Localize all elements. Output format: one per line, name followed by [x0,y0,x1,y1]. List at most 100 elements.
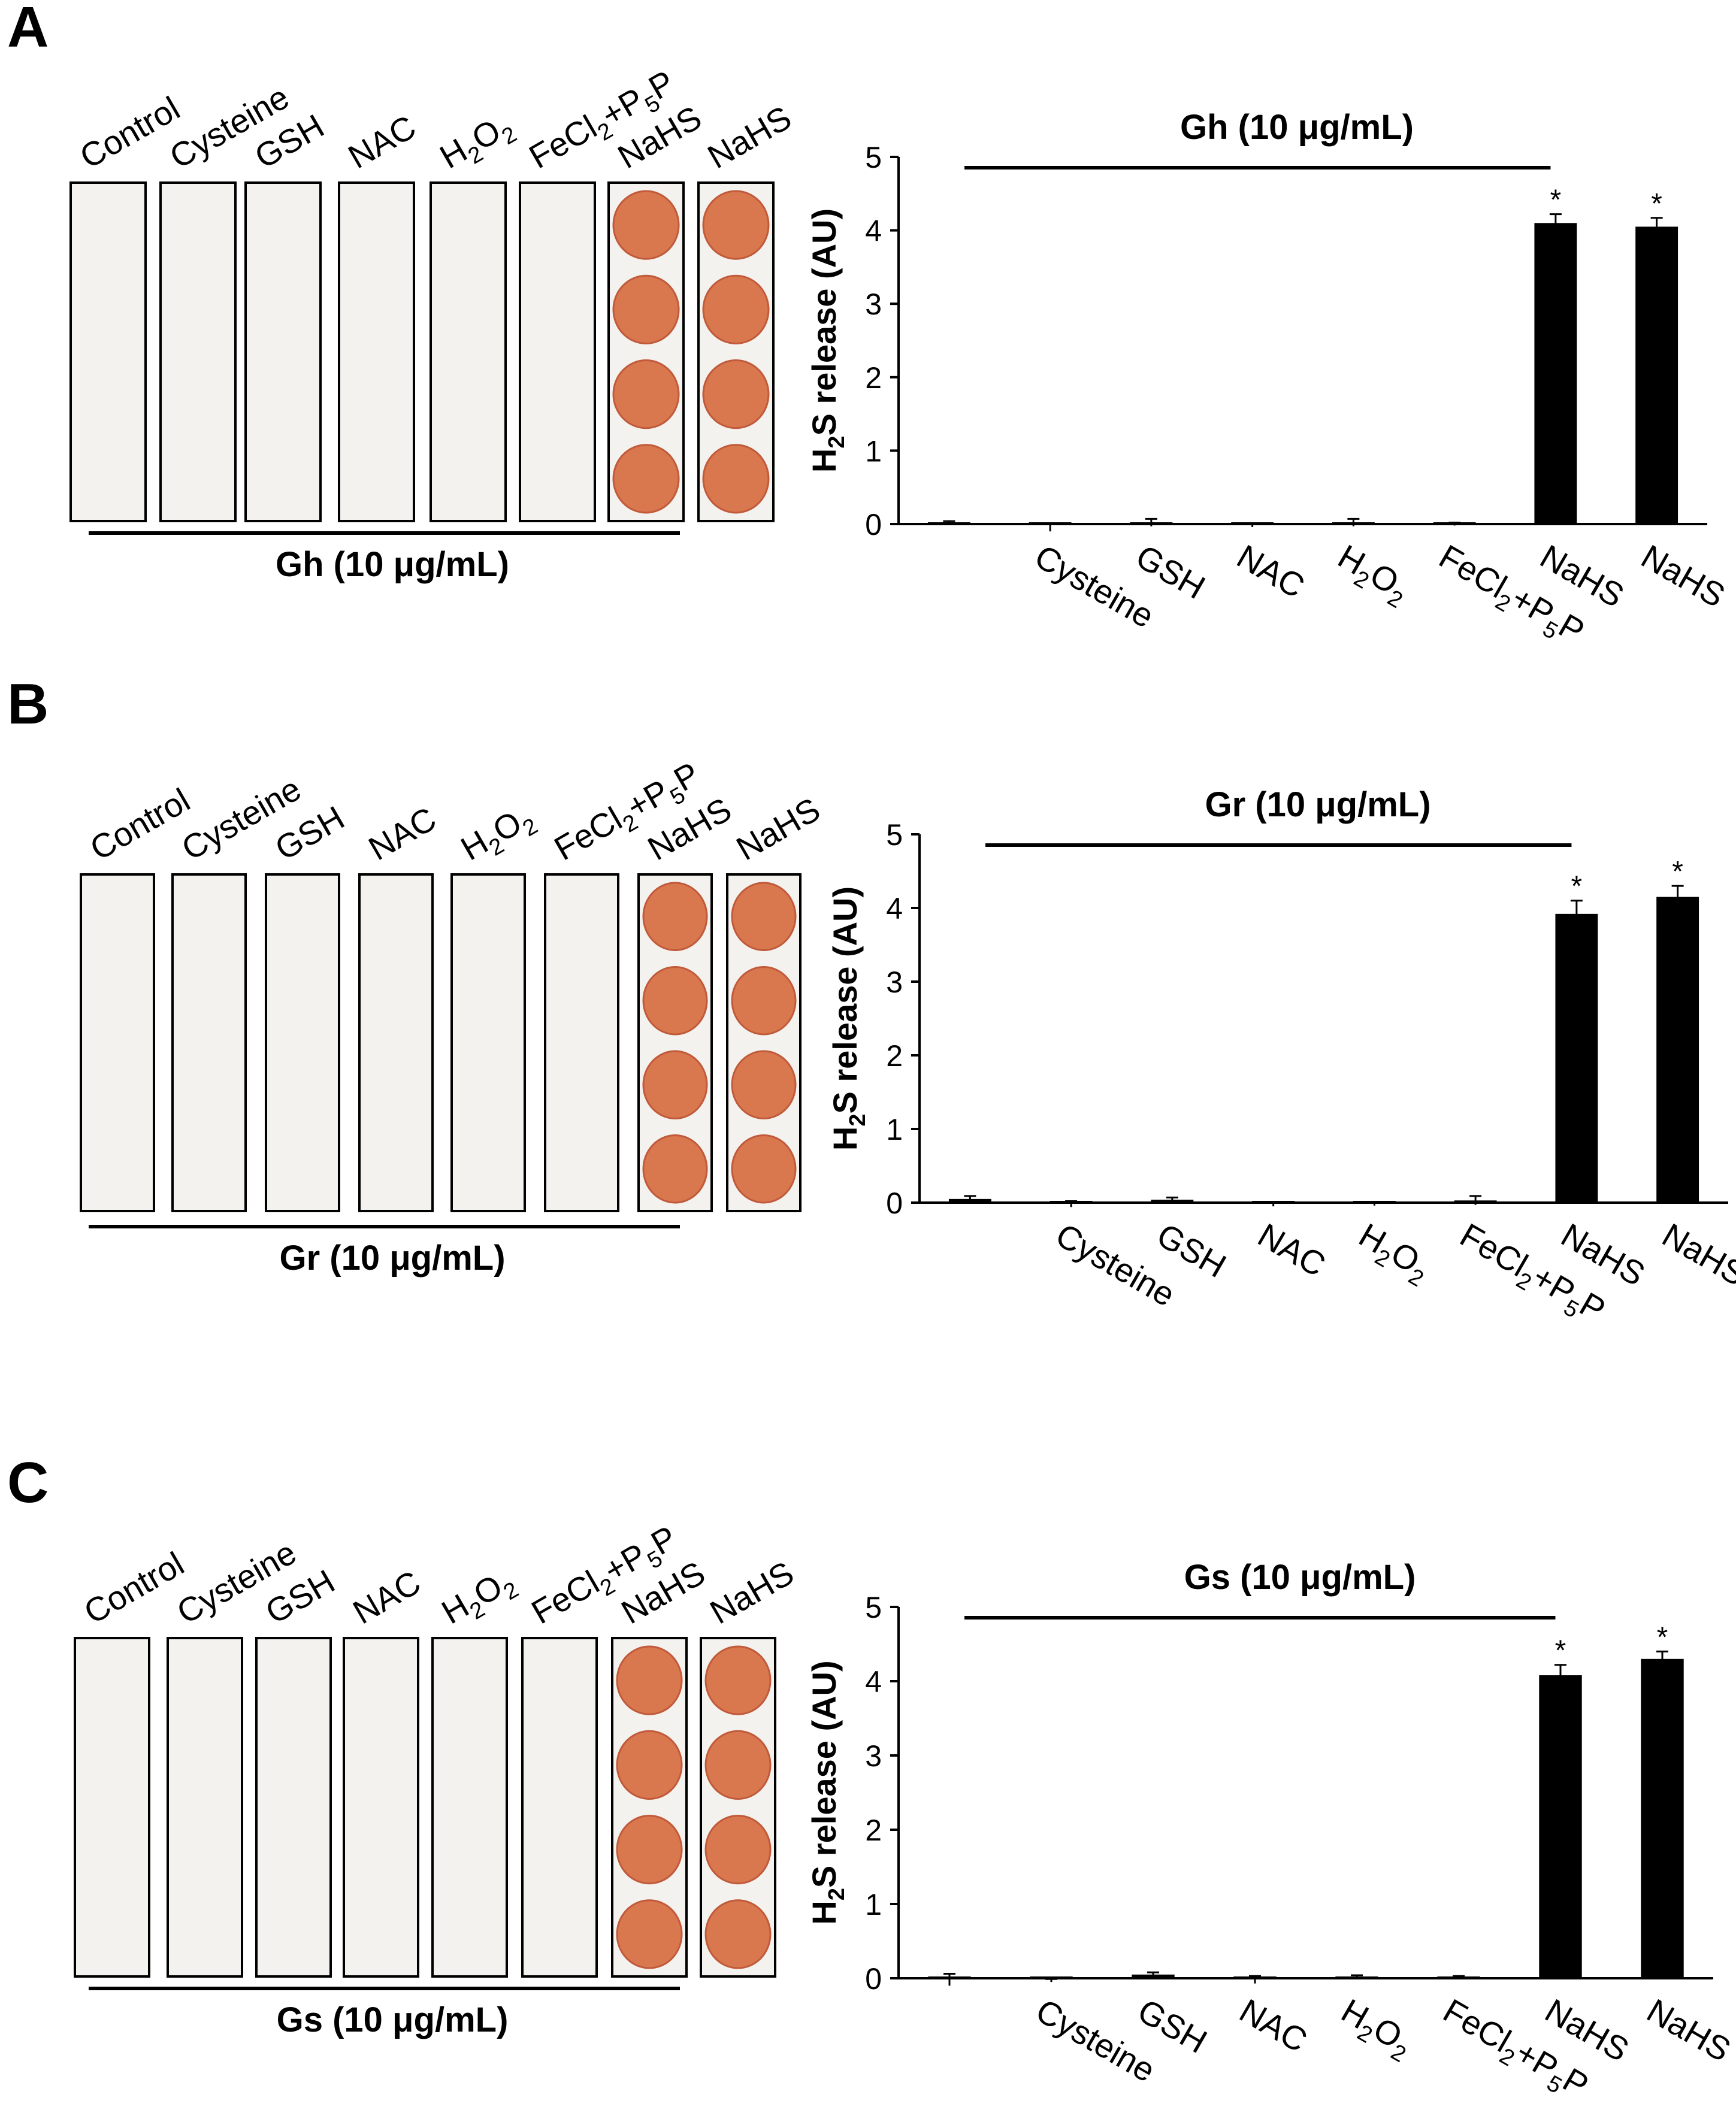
stain-spot [616,1899,683,1969]
strip-label: Control [74,89,186,176]
y-tick-label: 3 [865,1739,882,1773]
test-strip [338,181,415,522]
test-strip [607,181,685,522]
test-strip [430,181,507,522]
test-strip [74,1637,150,1978]
strip-label: H2O2 [434,105,521,181]
test-strip [255,1637,332,1978]
y-tick-label: 0 [865,1962,882,1996]
stain-spot [616,1645,683,1715]
y-tick-label: 5 [865,1591,882,1624]
x-tick-label: H2O2 [1329,537,1416,613]
y-tick-label: 2 [865,1814,882,1847]
test-strip [80,873,155,1212]
strip-label: Control [78,1545,190,1631]
panel-letter: C [7,1451,49,1515]
strip-label: H2O2 [455,797,542,873]
strip-caption: Gh (10 μg/mL) [276,545,509,584]
stain-spot [704,1815,772,1885]
significance-star: * [1672,856,1683,888]
stain-spot [642,966,708,1036]
strip-outline [431,1637,508,1978]
strip-label: Control [84,781,196,868]
y-tick-label: 0 [865,508,882,541]
bar [1555,913,1598,1203]
significance-star: * [1555,1635,1566,1667]
significance-star: * [1657,1621,1668,1653]
strip-label: NAC [342,108,422,176]
strip-label: NAC [362,800,443,868]
strip-outline [69,181,147,522]
y-tick-label: 1 [865,434,882,468]
test-strip [159,181,237,522]
test-strip [358,873,434,1212]
y-tick-label: 1 [865,1888,882,1921]
chart-title: Gs (10 μg/mL) [1184,1558,1416,1597]
test-strip [431,1637,508,1978]
y-tick-label: 0 [886,1186,903,1220]
strip-outline [255,1637,332,1978]
x-tick-label: NAC [1233,1991,1314,2060]
stain-spot [702,190,770,260]
strip-outline [544,873,619,1212]
strip-caption: Gr (10 μg/mL) [279,1239,505,1278]
stain-spot [731,882,797,951]
stain-spot [704,1645,772,1715]
stain-spot [704,1899,772,1969]
strip-outline [519,181,596,522]
stain-spot [731,966,797,1036]
x-tick-label: H2O2 [1332,1991,1420,2068]
strip-outline [80,873,155,1212]
strip-label: NaHS [730,790,827,867]
y-tick-label: 4 [865,1665,882,1699]
stain-spot [642,1050,708,1119]
bar [1030,1976,1073,1978]
test-strip [343,1637,419,1978]
strip-outline [167,1637,243,1978]
strip-outline [244,181,322,522]
stain-spot [616,1815,683,1885]
stain-spot [642,1134,708,1204]
significance-star: * [1550,184,1562,216]
strip-outline [343,1637,419,1978]
strip-outline [358,873,434,1212]
stain-spot [731,1050,797,1119]
strip-outline [265,873,340,1212]
y-tick-label: 1 [886,1113,903,1146]
stain-spot [612,190,680,260]
bar [1539,1675,1582,1978]
stain-spot [702,359,770,429]
test-strip [697,181,775,522]
strip-label: NaHS [701,98,798,175]
stain-spot [612,274,680,344]
bar [1635,226,1678,524]
y-axis-label: H2S release (AU) [805,1660,849,1924]
x-tick-label: NAC [1231,537,1311,606]
panel-letter: A [7,0,49,59]
test-strip [519,181,596,522]
strip-outline [521,1637,598,1978]
x-tick-label: NaHS [1635,537,1732,615]
stain-spot [616,1730,683,1800]
test-strip [265,873,340,1212]
x-tick-label: NaHS [1656,1216,1736,1293]
y-axis-label: H2S release (AU) [826,886,870,1151]
test-strip [700,1637,776,1978]
strip-label: H2O2 [435,1561,523,1637]
x-tick-label: H2O2 [1350,1216,1437,1292]
stain-spot [731,1134,797,1204]
significance-star: * [1571,871,1583,903]
x-tick-label: NAC [1252,1216,1332,1284]
bar [1641,1658,1684,1978]
bar [1534,223,1577,524]
significance-star: * [1651,188,1662,220]
y-tick-label: 4 [865,214,882,248]
test-strip [171,873,247,1212]
stain-spot [702,274,770,344]
strip-outline [338,181,415,522]
y-tick-label: 5 [865,141,882,174]
